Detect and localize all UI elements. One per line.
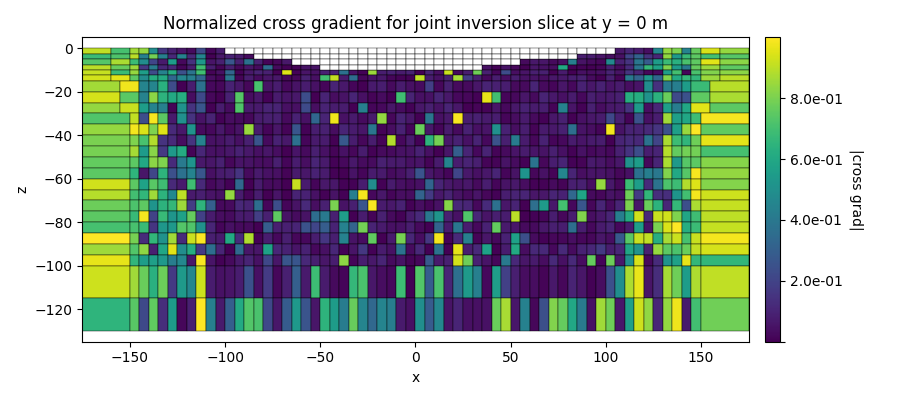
- X-axis label: x: x: [411, 371, 419, 385]
- Title: Normalized cross gradient for joint inversion slice at y = 0 m: Normalized cross gradient for joint inve…: [163, 15, 668, 33]
- Y-axis label: z: z: [15, 186, 29, 193]
- Y-axis label: |cross grad|: |cross grad|: [849, 149, 863, 230]
